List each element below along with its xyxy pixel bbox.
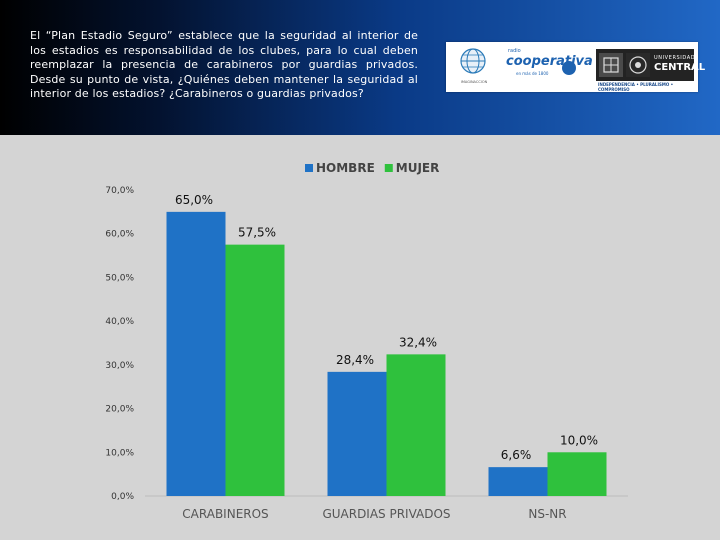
legend-swatch-hombre xyxy=(305,164,313,172)
bar-hombre xyxy=(488,467,548,496)
bar-chart: HOMBRE MUJER 0,0% 10,0% 20,0% 30,0% 40,0% 50,0… xyxy=(105,161,628,521)
y-tick-label: 70,0% xyxy=(105,186,134,196)
x-category-label: CARABINEROS xyxy=(182,507,268,521)
bar-mujer xyxy=(386,354,446,496)
x-category-label: GUARDIAS PRIVADOS xyxy=(322,507,450,521)
y-tick-label: 30,0% xyxy=(105,361,134,371)
logos-panel: IMAGINACCION radio cooperativa en más de… xyxy=(446,42,705,92)
data-label: 28,4% xyxy=(336,353,374,367)
y-tick-label: 10,0% xyxy=(105,448,134,458)
cooperativa-logo-tagline: en más de 1800 xyxy=(516,71,549,76)
y-tick-label: 20,0% xyxy=(105,405,134,415)
university-motto: INDEPENDENCIA • PLURALISMO • COMPROMISO xyxy=(598,82,674,92)
legend: HOMBRE MUJER xyxy=(305,161,439,175)
university-crest-icon xyxy=(599,53,623,77)
globe-logo-caption: IMAGINACCION xyxy=(460,80,488,84)
y-tick-label: 50,0% xyxy=(105,273,134,283)
bar-mujer xyxy=(547,452,607,496)
data-label: 32,4% xyxy=(399,335,437,349)
globe-logo-icon xyxy=(460,48,486,74)
university-emblem-icon xyxy=(626,53,650,77)
cooperativa-logo-icon xyxy=(562,61,576,75)
university-logo-line2: CENTRAL xyxy=(654,62,706,73)
universidad-central-logo: UNIVERSIDAD CENTRAL xyxy=(596,49,705,81)
university-logo-line1: UNIVERSIDAD xyxy=(654,55,696,61)
cooperativa-logo: cooperativa xyxy=(506,54,593,69)
y-tick-label: 40,0% xyxy=(105,317,134,327)
bar-mujer xyxy=(225,244,285,496)
survey-question: El “Plan Estadio Seguro” establece que l… xyxy=(30,29,418,100)
data-label: 10,0% xyxy=(560,433,598,447)
header-banner: El “Plan Estadio Seguro” establece que l… xyxy=(0,0,720,135)
data-labels: 65,0% 57,5% 28,4% 32,4% 6,6% 10,0% xyxy=(175,193,598,462)
bar-hombre xyxy=(327,371,387,496)
bar-hombre xyxy=(166,211,226,496)
bars xyxy=(166,211,607,496)
data-label: 65,0% xyxy=(175,193,213,207)
data-label: 57,5% xyxy=(238,226,276,240)
legend-swatch-mujer xyxy=(384,164,393,172)
x-category-label: NS-NR xyxy=(528,507,566,521)
y-tick-label: 60,0% xyxy=(105,230,134,240)
legend-label-mujer: MUJER xyxy=(396,161,440,175)
y-tick-label: 0,0% xyxy=(111,492,134,502)
cooperativa-logo-prefix: radio xyxy=(508,48,521,54)
data-label: 6,6% xyxy=(501,448,532,462)
legend-label-hombre: HOMBRE xyxy=(316,161,375,175)
